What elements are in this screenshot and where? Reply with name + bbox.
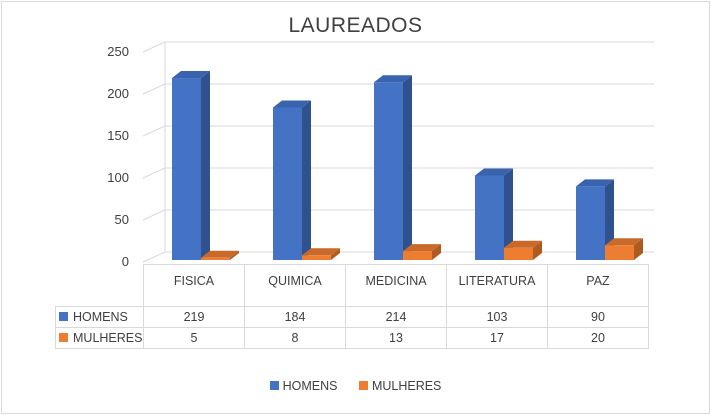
bar-side bbox=[605, 179, 614, 260]
bar-homens bbox=[273, 100, 311, 260]
chart-title: LAUREADOS bbox=[288, 14, 423, 37]
bar-front bbox=[201, 257, 230, 260]
bar-top bbox=[172, 71, 210, 79]
y-tick-label: 150 bbox=[107, 128, 129, 143]
bar-side bbox=[634, 238, 643, 260]
table-cell: 219 bbox=[143, 306, 245, 328]
bar-top bbox=[576, 179, 614, 187]
bar-side bbox=[230, 250, 239, 260]
bar-front bbox=[504, 247, 533, 260]
bar-homens bbox=[576, 179, 614, 260]
mulheres-swatch bbox=[59, 332, 68, 342]
bar-side bbox=[432, 244, 441, 260]
bar-front bbox=[605, 245, 634, 260]
bar-top bbox=[403, 244, 441, 252]
series-label-homens: HOMENS bbox=[55, 306, 144, 328]
bar-front bbox=[403, 251, 432, 260]
y-tick-label: 0 bbox=[121, 254, 129, 269]
table-cell: 13 bbox=[345, 327, 447, 349]
bar-homens bbox=[475, 168, 513, 260]
table-row-mulheres: MULHERES 5 8 13 17 20 bbox=[55, 327, 649, 349]
bar-front bbox=[576, 186, 605, 260]
bar-top bbox=[201, 250, 239, 258]
bars bbox=[172, 71, 643, 261]
table-cell: 5 bbox=[143, 327, 245, 349]
legend-item-homens: HOMENS bbox=[269, 379, 337, 393]
bar-top bbox=[374, 75, 412, 83]
bar-front bbox=[172, 78, 201, 260]
table-row-homens: HOMENS 219 184 214 103 90 bbox=[55, 306, 649, 328]
y-tick-label: 100 bbox=[107, 170, 129, 185]
bar-front bbox=[475, 175, 504, 260]
bar-mulheres bbox=[201, 250, 239, 260]
bar-mulheres bbox=[403, 244, 441, 260]
table-cell: 8 bbox=[244, 327, 346, 349]
category-label: PAZ bbox=[547, 264, 649, 307]
category-label: FISICA bbox=[143, 264, 245, 307]
bar-side bbox=[302, 100, 311, 260]
series-label-mulheres: MULHERES bbox=[55, 327, 144, 349]
legend-swatch bbox=[269, 381, 279, 390]
bar-top bbox=[504, 240, 542, 248]
bar-mulheres bbox=[605, 238, 643, 260]
bar-mulheres bbox=[504, 240, 542, 260]
gridline-side bbox=[142, 83, 166, 95]
table-corner bbox=[55, 264, 144, 307]
bar-top bbox=[273, 100, 311, 108]
bar-side bbox=[504, 168, 513, 260]
gridline-side bbox=[142, 251, 166, 263]
category-label: LITERATURA bbox=[446, 264, 548, 307]
table-cell: 17 bbox=[446, 327, 548, 349]
data-table: FISICA QUIMICA MEDICINA LITERATURA PAZ H… bbox=[55, 264, 649, 349]
bar-homens bbox=[374, 75, 412, 261]
bar-front bbox=[302, 255, 331, 260]
y-tick-label: 250 bbox=[107, 44, 129, 59]
y-tick-label: 50 bbox=[114, 212, 129, 227]
bar-top bbox=[302, 248, 340, 256]
bar-side bbox=[331, 248, 340, 260]
gridline-side bbox=[142, 125, 166, 137]
category-label: MEDICINA bbox=[345, 264, 447, 307]
bar-side bbox=[201, 71, 210, 260]
homens-swatch bbox=[59, 311, 68, 321]
table-cell: 103 bbox=[446, 306, 548, 328]
bar-top bbox=[605, 238, 643, 246]
bar-mulheres bbox=[302, 248, 340, 260]
category-label: QUIMICA bbox=[244, 264, 346, 307]
table-cell: 20 bbox=[547, 327, 649, 349]
y-tick-label: 200 bbox=[107, 86, 129, 101]
gridline-side bbox=[142, 41, 166, 53]
bar-side bbox=[403, 75, 412, 261]
bar-front bbox=[273, 107, 302, 260]
legend: HOMENS MULHERES bbox=[0, 379, 711, 393]
legend-swatch bbox=[358, 381, 368, 390]
table-cell: 184 bbox=[244, 306, 346, 328]
gridline-side bbox=[142, 209, 166, 221]
table-cell: 214 bbox=[345, 306, 447, 328]
table-cell: 90 bbox=[547, 306, 649, 328]
bar-front bbox=[374, 82, 403, 261]
bar-homens bbox=[172, 71, 210, 260]
bar-top bbox=[475, 168, 513, 176]
gridline-side bbox=[142, 167, 166, 179]
legend-item-mulheres: MULHERES bbox=[358, 379, 441, 393]
bar-side bbox=[533, 240, 542, 260]
